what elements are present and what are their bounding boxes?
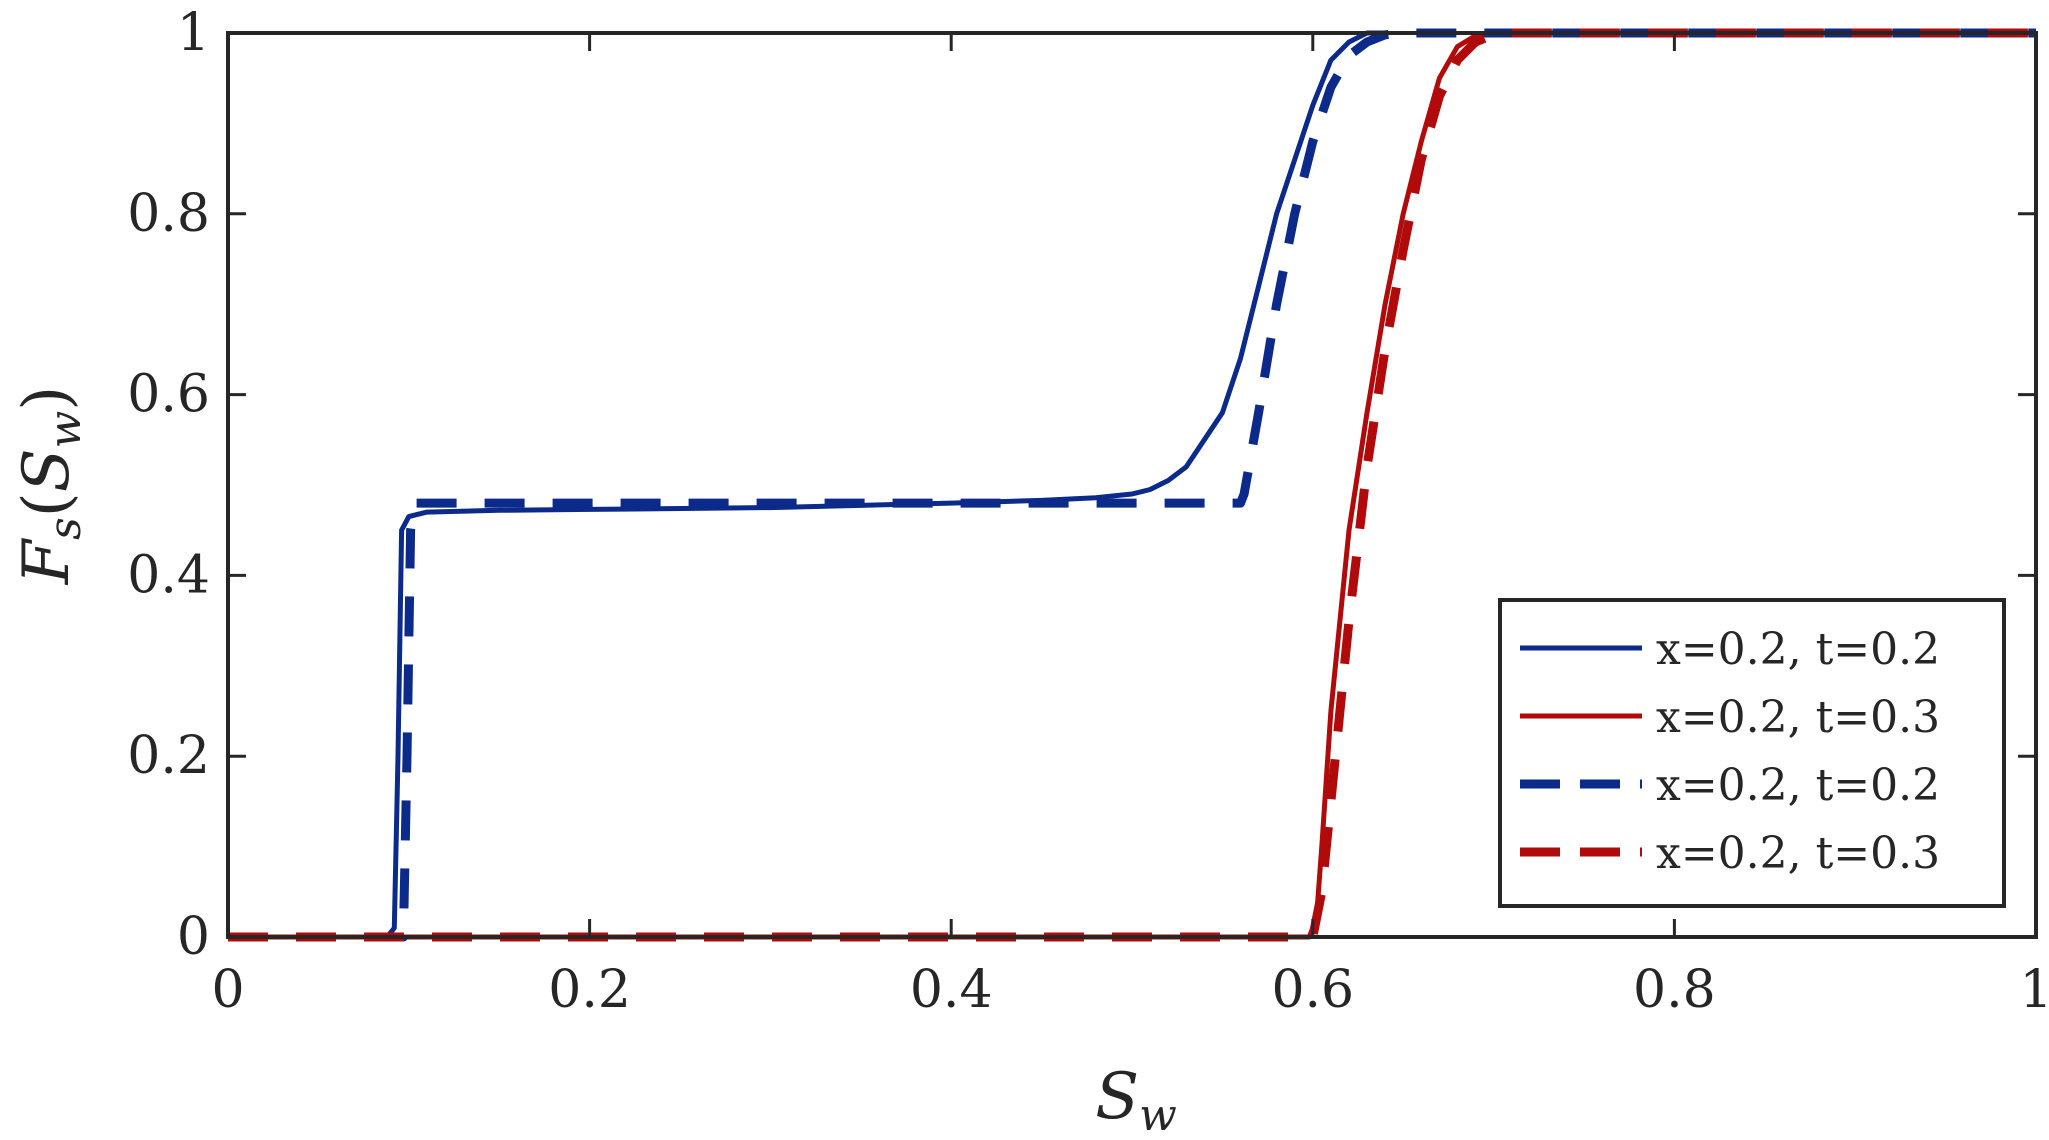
series-line-3-dashed <box>228 28 2036 942</box>
y-axis-label-s: S <box>10 448 84 492</box>
legend-label-2: x=0.2, t=0.3 <box>1656 692 1940 743</box>
x-tick-label: 1 <box>2019 960 2049 1020</box>
y-tick-label: 0.8 <box>127 184 210 244</box>
legend-items: x=0.2, t=0.2 x=0.2, t=0.3 x=0.2, t=0.2 x=0.… <box>1520 624 1940 879</box>
legend: x=0.2, t=0.2 x=0.2, t=0.3 x=0.2, t=0.2 x=0.… <box>1498 598 2006 908</box>
series-line-4-dashed <box>228 28 2036 942</box>
series-line-1-solid <box>228 30 1386 940</box>
y-tick-label: 0 <box>177 907 210 967</box>
legend-label-1: x=0.2, t=0.2 <box>1656 624 1940 675</box>
legend-label-3: x=0.2, t=0.2 <box>1656 760 1940 811</box>
y-tick-label: 0.6 <box>127 365 210 425</box>
x-tick-label: 0.4 <box>910 960 993 1020</box>
x-axis-label-sub: w <box>1139 1090 1177 1140</box>
legend-label-4: x=0.2, t=0.3 <box>1656 828 1940 879</box>
y-axis-label: Fs(Sw) <box>10 386 91 585</box>
y-axis-label-close: ) <box>10 386 84 411</box>
y-axis-label-open: ( <box>10 492 84 517</box>
y-axis-label-f: F <box>10 537 84 585</box>
series-layer <box>228 28 2036 942</box>
x-tick-label: 0.2 <box>548 960 631 1020</box>
x-tick-label: 0 <box>211 960 244 1020</box>
y-tick-label: 0.2 <box>127 726 210 786</box>
x-axis-label-main: S <box>1095 1060 1139 1134</box>
tick-layer: 0 0.2 0.4 0.6 0.8 1 0 0.2 0.4 0.6 0.8 1 <box>127 3 2049 1020</box>
x-axis-label: Sw <box>1095 1060 1177 1140</box>
x-tick-label: 0.8 <box>1633 960 1716 1020</box>
y-axis-label-s-sub: w <box>40 411 91 449</box>
legend-box <box>1498 598 2006 908</box>
y-tick-label: 0.4 <box>127 545 210 605</box>
y-axis-label-f-sub: s <box>40 517 91 540</box>
plot-frame <box>226 31 2038 939</box>
x-tick-label: 0.6 <box>1271 960 1354 1020</box>
y-tick-label: 1 <box>177 3 210 63</box>
